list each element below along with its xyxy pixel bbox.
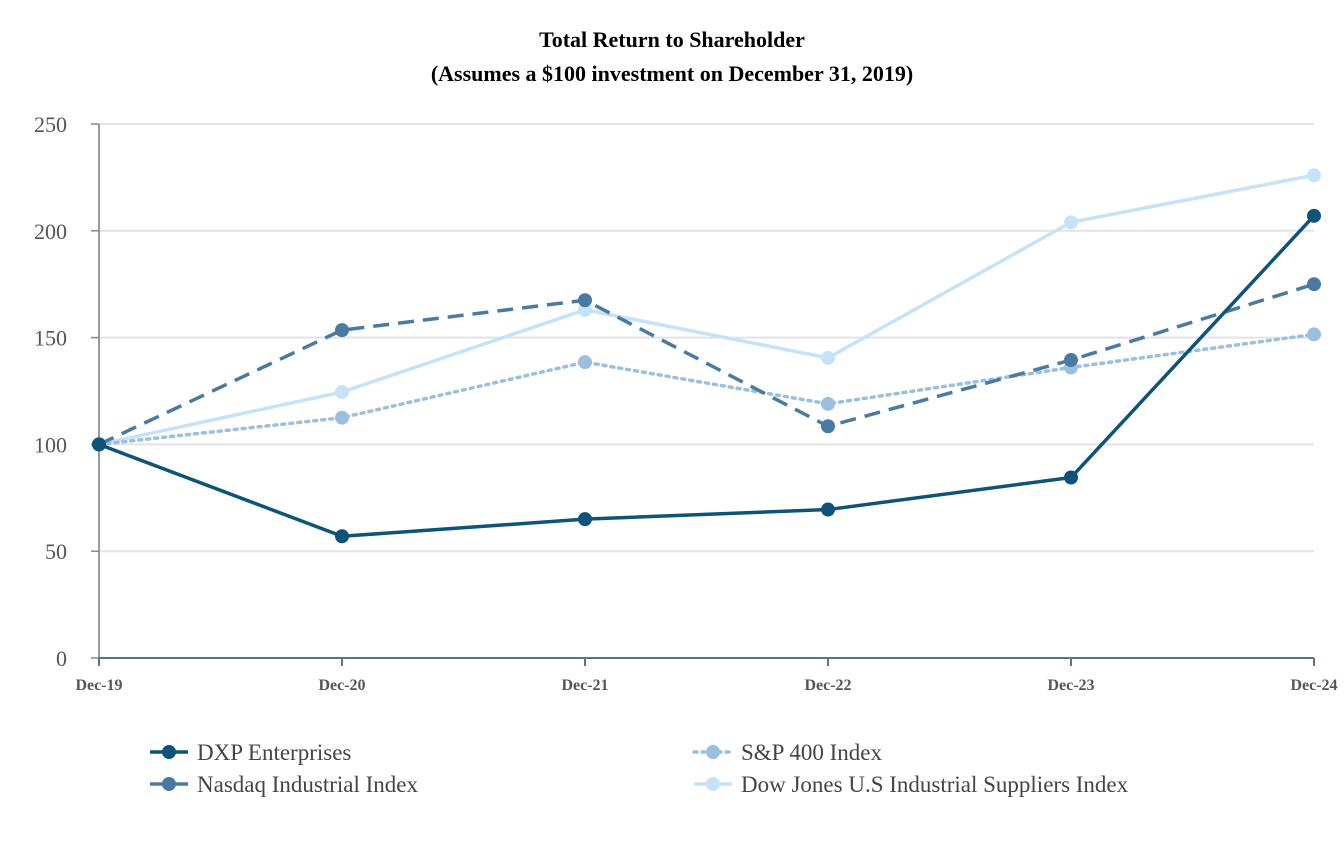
series-line xyxy=(98,282,1315,446)
legend-item: S&P 400 Index xyxy=(692,740,882,765)
legend-item: Nasdaq Industrial Index xyxy=(150,772,418,797)
legend-swatch-marker xyxy=(706,777,720,791)
data-point xyxy=(335,410,349,425)
data-point xyxy=(578,512,592,527)
y-tick-label: 250 xyxy=(34,112,67,137)
legend-label: S&P 400 Index xyxy=(741,740,882,765)
axes xyxy=(98,124,1314,659)
data-point xyxy=(1064,215,1078,230)
legend-item: DXP Enterprises xyxy=(150,740,351,765)
chart-title: Total Return to Shareholder xyxy=(539,27,805,52)
data-point xyxy=(92,437,106,452)
series-0 xyxy=(92,208,1321,544)
data-point xyxy=(578,293,592,308)
x-tick-label: Dec-24 xyxy=(1290,677,1337,694)
legend-label: Nasdaq Industrial Index xyxy=(197,772,418,797)
y-tick-label: 150 xyxy=(34,326,67,351)
x-tick-label: Dec-20 xyxy=(318,677,365,694)
data-point xyxy=(578,302,592,317)
legend-label: Dow Jones U.S Industrial Suppliers Index xyxy=(741,772,1129,797)
y-axis-ticks: 0 50 100 150 200 250 xyxy=(34,112,99,671)
data-point xyxy=(1307,327,1321,342)
data-point xyxy=(821,419,835,434)
data-point xyxy=(1307,208,1321,223)
legend-label: DXP Enterprises xyxy=(197,740,351,765)
data-point xyxy=(578,355,592,370)
data-point xyxy=(1064,470,1078,485)
data-point xyxy=(821,350,835,365)
series-group xyxy=(92,168,1321,544)
x-tick-label: Dec-23 xyxy=(1047,677,1094,694)
x-tick-label: Dec-22 xyxy=(804,677,851,694)
x-axis-ticks: Dec-19 Dec-20 Dec-21 Dec-22 Dec-23 Dec-24 xyxy=(75,658,1338,694)
legend-swatch-marker xyxy=(706,745,720,759)
series-2 xyxy=(92,327,1321,452)
y-tick-label: 200 xyxy=(34,219,67,244)
y-tick-label: 0 xyxy=(56,646,67,671)
data-point xyxy=(335,323,349,338)
data-point xyxy=(1307,168,1321,183)
data-point xyxy=(821,396,835,411)
chart-subtitle: (Assumes a $100 investment on December 3… xyxy=(431,61,913,86)
data-point xyxy=(1064,353,1078,368)
data-point xyxy=(1307,277,1321,292)
series-line xyxy=(98,214,1316,538)
series-line xyxy=(97,332,1316,447)
y-tick-label: 50 xyxy=(45,539,67,564)
legend: DXP Enterprises Nasdaq Industrial Index S&… xyxy=(150,740,1129,797)
x-tick-label: Dec-21 xyxy=(561,677,608,694)
y-tick-label: 100 xyxy=(34,432,67,457)
data-point xyxy=(335,385,349,400)
legend-item: Dow Jones U.S Industrial Suppliers Index xyxy=(694,772,1129,797)
data-point xyxy=(821,502,835,517)
x-tick-label: Dec-19 xyxy=(75,677,122,694)
legend-swatch-marker xyxy=(162,745,176,759)
legend-swatch-marker xyxy=(162,777,176,791)
data-point xyxy=(335,529,349,544)
series-line xyxy=(98,173,1315,447)
gridlines xyxy=(99,123,1314,553)
